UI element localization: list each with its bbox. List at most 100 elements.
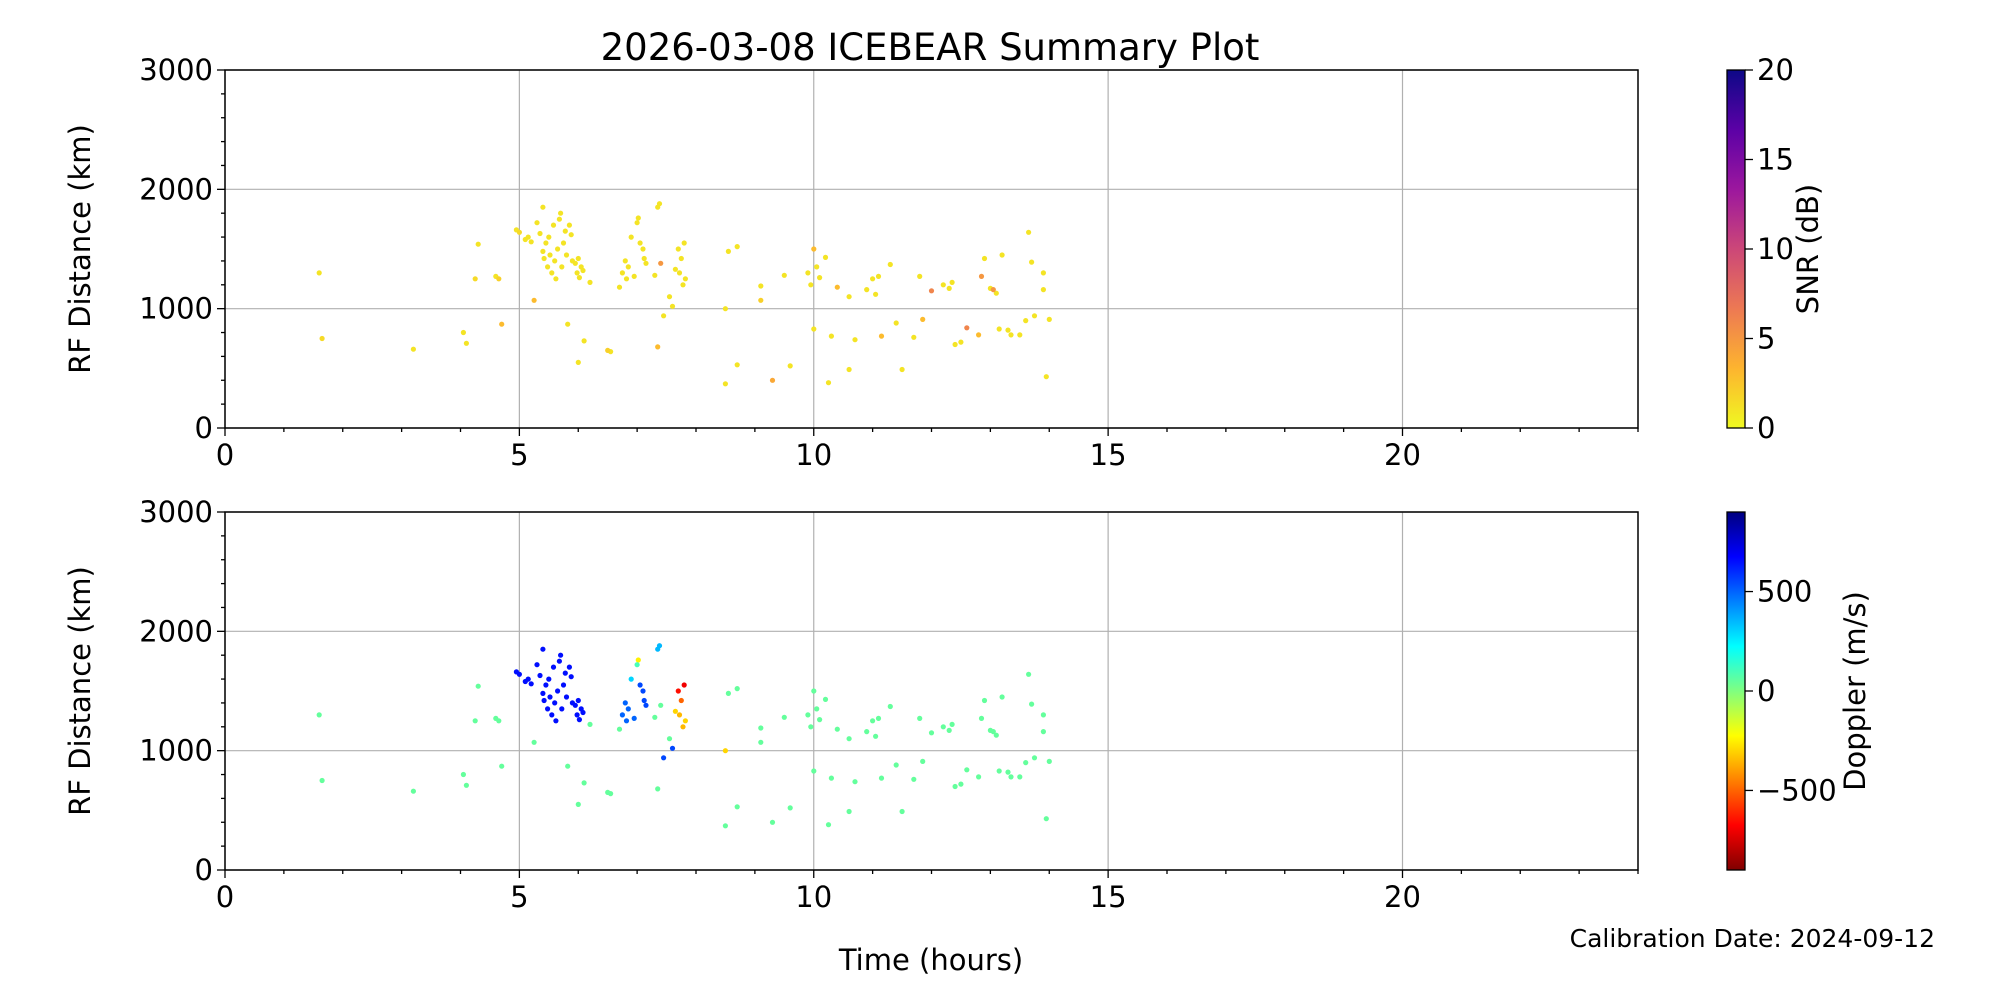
data-point xyxy=(541,255,547,262)
data-point xyxy=(496,276,502,282)
data-point xyxy=(634,220,640,226)
data-point xyxy=(870,276,876,282)
data-point xyxy=(546,676,552,682)
data-point xyxy=(472,718,478,724)
data-point xyxy=(781,272,787,278)
data-point xyxy=(675,246,681,252)
data-point xyxy=(616,284,623,290)
data-point xyxy=(817,717,823,723)
colorbar xyxy=(1726,69,1746,429)
data-point xyxy=(475,683,481,689)
colorbar-tick-label: 0 xyxy=(1757,674,1775,708)
data-point xyxy=(846,366,852,373)
data-point xyxy=(619,712,626,718)
data-point xyxy=(964,325,970,331)
data-point xyxy=(1023,760,1029,766)
data-point xyxy=(1031,313,1038,319)
data-point xyxy=(999,694,1005,700)
data-point xyxy=(822,254,829,260)
data-point xyxy=(808,724,814,730)
data-point xyxy=(940,724,946,730)
x-tick-label: 0 xyxy=(216,880,234,914)
data-point xyxy=(640,246,646,252)
data-point xyxy=(1040,287,1046,293)
data-point xyxy=(516,229,523,235)
data-point xyxy=(672,266,679,272)
data-point xyxy=(952,783,958,790)
data-point xyxy=(622,258,628,264)
colorbar-tick-label: 0 xyxy=(1757,411,1775,445)
data-point xyxy=(549,712,555,718)
data-point xyxy=(734,362,740,368)
y-tick-label: 1000 xyxy=(139,734,213,768)
data-point xyxy=(623,718,630,724)
data-point xyxy=(566,222,573,228)
data-point xyxy=(475,241,481,247)
data-point xyxy=(553,276,559,282)
data-point xyxy=(572,260,578,266)
data-point xyxy=(811,246,817,252)
data-point xyxy=(537,230,543,237)
x-axis-label: Time (hours) xyxy=(838,943,1023,977)
data-point xyxy=(996,326,1002,332)
data-point xyxy=(722,823,729,829)
data-point xyxy=(734,804,740,810)
data-point xyxy=(516,671,523,677)
data-point xyxy=(911,776,917,782)
data-point xyxy=(875,273,882,279)
x-tick-label: 20 xyxy=(1384,880,1421,914)
data-point xyxy=(528,681,534,687)
data-point xyxy=(976,774,982,780)
data-point xyxy=(814,706,820,712)
data-point xyxy=(581,780,587,786)
data-point xyxy=(555,246,561,252)
data-point xyxy=(534,662,540,668)
data-point xyxy=(958,781,964,787)
data-point xyxy=(652,714,658,720)
data-point xyxy=(887,703,893,710)
data-point xyxy=(655,344,661,350)
data-point xyxy=(319,777,325,784)
data-point xyxy=(899,808,905,815)
data-point xyxy=(661,313,667,319)
data-point xyxy=(1008,774,1014,780)
data-point xyxy=(463,782,469,788)
data-point xyxy=(946,285,952,291)
data-point xyxy=(920,316,926,322)
data-point xyxy=(555,688,561,694)
data-point xyxy=(622,700,628,706)
data-point xyxy=(545,706,551,712)
data-point xyxy=(316,270,322,276)
data-point xyxy=(1040,729,1046,735)
data-point xyxy=(559,706,565,712)
colorbar-tick-label: −500 xyxy=(1757,773,1837,807)
data-point xyxy=(873,291,879,297)
data-point xyxy=(543,240,549,246)
data-point xyxy=(758,283,764,289)
x-tick-label: 15 xyxy=(1090,438,1127,472)
data-point xyxy=(682,276,689,282)
data-point xyxy=(616,726,623,732)
data-point xyxy=(581,338,587,344)
data-point xyxy=(852,337,858,343)
data-point xyxy=(878,775,885,781)
data-point xyxy=(576,275,583,281)
data-point xyxy=(641,697,647,704)
data-point xyxy=(887,261,893,268)
colorbar-label: SNR (dB) xyxy=(1791,184,1825,314)
data-point xyxy=(893,320,899,326)
data-point xyxy=(981,697,988,704)
data-point xyxy=(1031,755,1038,761)
y-tick-label: 2000 xyxy=(139,614,213,648)
x-tick-label: 0 xyxy=(216,438,234,472)
data-point xyxy=(640,688,646,694)
data-point xyxy=(917,273,923,279)
colorbar-label: Doppler (m/s) xyxy=(1838,591,1872,791)
data-point xyxy=(878,333,885,339)
data-point xyxy=(525,234,531,240)
data-point xyxy=(580,709,586,716)
data-point xyxy=(661,755,667,761)
data-point xyxy=(817,275,823,281)
data-point xyxy=(911,334,917,340)
data-point xyxy=(920,758,926,765)
